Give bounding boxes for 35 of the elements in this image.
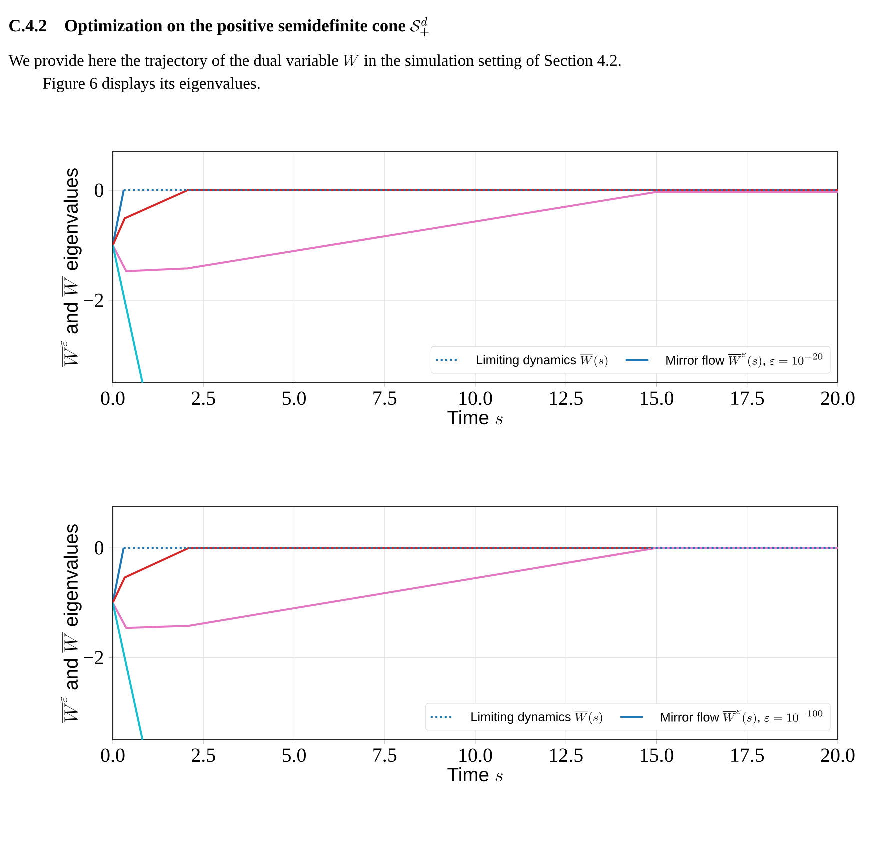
- line-series: [113, 547, 838, 630]
- x-tick-label: 15.0: [641, 392, 674, 406]
- legend-label: $\textsf{Mirror flow }\overline{W}^{\varepsilon}(s)\textsf{, }\varepsilon=10^{-100}$: [661, 710, 823, 725]
- x-axis-title: $\textsf{Time }s$: [448, 410, 503, 425]
- x-tick-label: 0.0: [101, 748, 125, 762]
- caption: Figure 6 displays its eigenvalues.: [43, 78, 260, 92]
- y-tick-label: −2: [84, 651, 104, 664]
- legend-label: $\textsf{Mirror flow }\overline{W}^{\varepsilon}(s)\textsf{, }\varepsilon=10^{-20}$: [666, 353, 823, 368]
- x-tick-label: 7.5: [374, 748, 397, 762]
- chart-subtitle: $\textrm{We provide here the trajectory of the dual variable }\overline{W}\textrm{ in the simulation setting of Section 4.2.}$: [8, 53, 621, 70]
- x-tick-label: 0.0: [101, 392, 125, 406]
- x-tick-label: 20.0: [821, 392, 855, 406]
- x-tick-label: 12.5: [550, 392, 583, 406]
- legend-label: $\textsf{Limiting dynamics }\overline{W}(s)$: [472, 711, 602, 724]
- y-axis-title: $\overline{W}^{\varepsilon}\textsf{ and }\overline{W}\textsf{ eigenvalues}$: [61, 524, 82, 724]
- x-tick-label: 17.5: [732, 392, 764, 406]
- x-tick-label: 5.0: [282, 748, 306, 762]
- x-tick-label: 17.5: [732, 748, 764, 762]
- x-tick-label: 2.5: [192, 748, 216, 762]
- x-tick-label: 5.0: [282, 392, 306, 406]
- y-tick-label: −2: [84, 294, 104, 308]
- x-tick-label: 7.5: [374, 392, 397, 406]
- x-tick-label: 2.5: [192, 392, 216, 406]
- y-tick-label: 0: [95, 184, 104, 198]
- x-tick-label: 10.0: [460, 748, 492, 762]
- x-tick-label: 15.0: [641, 748, 674, 762]
- x-tick-label: 10.0: [460, 392, 492, 406]
- line-series: [113, 191, 838, 272]
- x-axis-title: $\textsf{Time }s$: [448, 767, 503, 782]
- y-tick-label: 0: [95, 541, 104, 555]
- chart-title: $\textbf{C.4.2\quad Optimization on the positive semidefinite cone }\mathcal{S}_{+}^{d}$: [10, 17, 429, 37]
- y-axis-title: $\overline{W}^{\varepsilon}\textsf{ and }\overline{W}\textsf{ eigenvalues}$: [61, 168, 82, 368]
- legend-label: $\textsf{Limiting dynamics }\overline{W}(s)$: [477, 354, 608, 368]
- x-tick-label: 20.0: [821, 748, 855, 762]
- x-tick-label: 12.5: [550, 748, 583, 762]
